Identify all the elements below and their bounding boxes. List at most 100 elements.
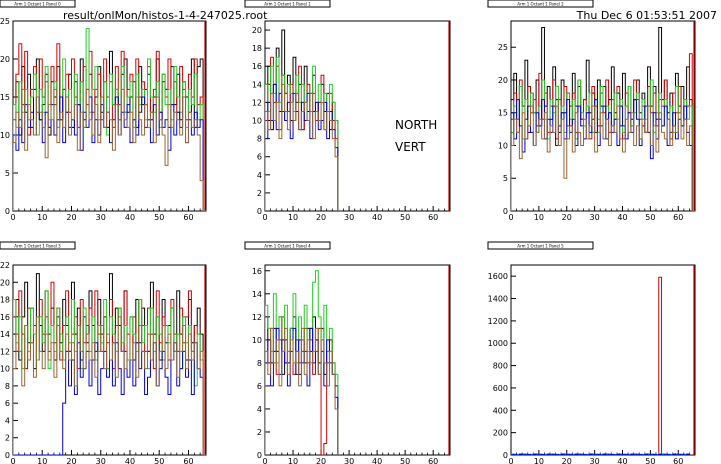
plot-frame xyxy=(510,264,696,456)
y-tick-label: 25 xyxy=(498,43,508,52)
file-path-label: result/onlMon/histos-1-4-247025.root xyxy=(63,9,268,22)
y-tick-label: 18 xyxy=(252,44,262,53)
y-tick-label: 16 xyxy=(252,62,262,71)
y-tick-label: 0 xyxy=(257,207,262,216)
y-tick-label: 2 xyxy=(257,189,262,198)
panel-title-tab xyxy=(244,241,331,250)
y-tick-label: 10 xyxy=(0,365,10,374)
y-tick-label: 8 xyxy=(257,359,262,368)
y-tick-label: 5 xyxy=(5,169,10,178)
y-tick-label: 12 xyxy=(0,347,10,356)
x-tick-label: 20 xyxy=(562,457,572,464)
y-tick-label: 15 xyxy=(0,93,10,102)
x-tick-label: 30 xyxy=(590,213,600,222)
panel-title-tab xyxy=(0,0,76,8)
x-tick-label: 40 xyxy=(617,213,627,222)
series-brown-line xyxy=(13,316,206,455)
histogram-panel-2: Arm 1 Octant 1 Panel 2 0 10 20 30 40 50 60 0 5 10 1… xyxy=(487,0,696,222)
x-tick-label: 40 xyxy=(372,457,382,464)
y-tick-label: 22 xyxy=(0,261,10,270)
x-tick-label: 10 xyxy=(534,213,544,222)
y-tick-label: 16 xyxy=(0,313,10,322)
y-tick-label: 0 xyxy=(5,207,10,216)
series-red-line xyxy=(511,276,690,455)
datetime-label: Thu Dec 6 01:53:51 2007 xyxy=(576,9,717,22)
series-brown-line xyxy=(265,83,339,211)
y-tick-label: 5 xyxy=(503,174,508,183)
panel-title: Arm 1 Octant 1 Panel 2 xyxy=(517,2,564,7)
y-tick-label: 6 xyxy=(257,382,262,391)
x-tick-label: 30 xyxy=(590,457,600,464)
panel-title-tab xyxy=(487,241,594,250)
y-tick-label: 12 xyxy=(252,313,262,322)
histogram-panel-5: Arm 1 Octant 1 Panel 50 10 20 30 40 50 6002004… xyxy=(487,241,696,464)
y-tick-label: 20 xyxy=(252,26,262,35)
y-tick-label: 1200 xyxy=(488,317,508,326)
histogram-panel-1: Arm 1 Octant 1 Panel 1 0 10 20 30 40 50 60 0 2 4 6 8… xyxy=(244,0,451,222)
x-tick-label: 0 xyxy=(508,457,513,464)
y-tick-label: 400 xyxy=(493,406,508,415)
series-brown-line xyxy=(13,88,206,211)
y-tick-label: 0 xyxy=(503,207,508,216)
panel-title-tab xyxy=(487,0,594,8)
x-tick-label: 50 xyxy=(400,457,410,464)
x-tick-label: 60 xyxy=(673,213,683,222)
y-tick-label: 10 xyxy=(0,131,10,140)
panel-title: Arm 1 Octant 1 Panel 3 xyxy=(14,244,61,249)
x-tick-label: 50 xyxy=(645,213,655,222)
x-tick-label: 40 xyxy=(372,213,382,222)
y-tick-label: 1000 xyxy=(488,339,508,348)
x-tick-label: 50 xyxy=(645,457,655,464)
x-tick-label: 10 xyxy=(288,457,298,464)
series-blue-line xyxy=(13,342,206,455)
x-tick-label: 20 xyxy=(562,213,572,222)
x-tick-label: 60 xyxy=(183,457,193,464)
y-tick-label: 2 xyxy=(5,434,10,443)
y-tick-label: 10 xyxy=(252,117,262,126)
series-green-line xyxy=(265,56,339,211)
x-tick-label: 60 xyxy=(183,213,193,222)
x-tick-label: 30 xyxy=(344,213,354,222)
y-tick-label: 8 xyxy=(257,135,262,144)
series-brown-line xyxy=(265,327,339,455)
histogram-panel-0: Arm 1 Octant 1 Panel 0 0 10 20 30 40 50 60 0 5 10 1… xyxy=(0,0,207,222)
y-tick-label: 20 xyxy=(0,55,10,64)
x-tick-label: 0 xyxy=(10,457,15,464)
y-tick-label: 4 xyxy=(257,405,262,414)
x-tick-label: 0 xyxy=(262,213,267,222)
x-tick-label: 40 xyxy=(125,457,135,464)
x-tick-label: 10 xyxy=(37,457,47,464)
series-brown-line xyxy=(511,105,695,211)
y-tick-label: 800 xyxy=(493,362,508,371)
histogram-panel-3: Arm 1 Octant 1 Panel 3 0 10 20 30 40 50 60 0 2 4 6 8… xyxy=(0,241,207,464)
y-tick-label: 14 xyxy=(252,80,262,89)
x-tick-label: 30 xyxy=(344,457,354,464)
x-tick-label: 10 xyxy=(534,457,544,464)
x-tick-label: 0 xyxy=(262,457,267,464)
y-tick-label: 4 xyxy=(5,416,10,425)
x-tick-label: 40 xyxy=(617,457,627,464)
y-tick-label: 14 xyxy=(0,330,10,339)
panel-title-tab xyxy=(244,0,331,8)
y-tick-label: 200 xyxy=(493,429,508,438)
series-green-line xyxy=(511,453,690,455)
x-tick-label: 20 xyxy=(316,457,326,464)
y-tick-label: 8 xyxy=(5,382,10,391)
y-tick-label: 0 xyxy=(503,451,508,460)
north-label: NORTH xyxy=(395,118,438,132)
x-tick-label: 30 xyxy=(96,457,106,464)
y-tick-label: 10 xyxy=(498,141,508,150)
y-tick-label: 0 xyxy=(5,451,10,460)
x-tick-label: 60 xyxy=(428,457,438,464)
y-tick-label: 18 xyxy=(0,296,10,305)
y-tick-label: 16 xyxy=(252,267,262,276)
y-tick-label: 0 xyxy=(257,451,262,460)
x-tick-label: 50 xyxy=(154,213,164,222)
x-tick-label: 20 xyxy=(66,213,76,222)
y-tick-label: 15 xyxy=(498,109,508,118)
y-tick-label: 4 xyxy=(257,171,262,180)
panel-title: Arm 1 Octant 1 Panel 0 xyxy=(14,2,61,7)
y-tick-label: 1600 xyxy=(488,272,508,281)
x-tick-label: 60 xyxy=(428,213,438,222)
